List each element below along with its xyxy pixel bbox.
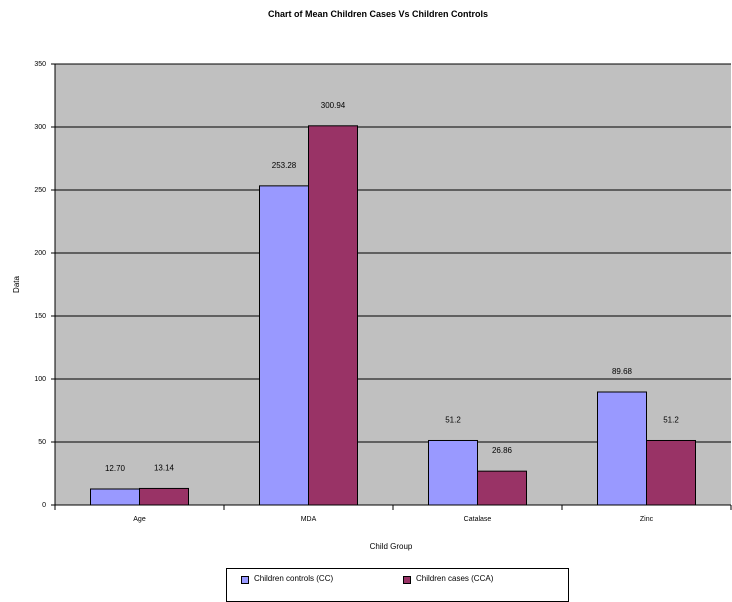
y-tick-label: 300 — [34, 124, 46, 131]
y-tick-label: 350 — [34, 61, 46, 68]
bar — [308, 125, 358, 506]
bar — [259, 185, 309, 506]
legend-item-cases: Children cases (CCA) — [403, 574, 493, 584]
x-tick-label: Catalase — [464, 516, 492, 523]
bar — [477, 470, 527, 506]
legend: Children controls (CC) Children cases (C… — [226, 568, 569, 602]
legend-item-controls: Children controls (CC) — [241, 574, 333, 584]
bar — [646, 439, 696, 506]
bar — [90, 488, 140, 506]
x-axis-label: Child Group — [370, 542, 413, 551]
legend-label-controls: Children controls (CC) — [254, 574, 334, 583]
data-label: 26.86 — [492, 446, 513, 455]
data-label: 51.2 — [663, 415, 679, 424]
data-label: 300.94 — [321, 101, 346, 110]
data-label: 253.28 — [272, 161, 297, 170]
x-tick-label: Zinc — [640, 516, 654, 523]
legend-swatch-controls — [241, 576, 249, 584]
legend-swatch-cases — [403, 576, 411, 584]
y-tick-label: 50 — [38, 439, 46, 446]
x-tick-label: Age — [133, 516, 146, 523]
data-label: 51.2 — [445, 415, 461, 424]
x-tick-label: MDA — [301, 516, 317, 523]
y-axis-label: Data — [12, 276, 21, 293]
y-tick-label: 150 — [34, 313, 46, 320]
bar — [597, 391, 647, 506]
legend-label-cases: Children cases (CCA) — [416, 574, 494, 583]
data-label: 13.14 — [154, 463, 175, 472]
data-label: 12.70 — [105, 464, 126, 473]
data-label: 89.68 — [612, 367, 633, 376]
y-tick-label: 0 — [42, 502, 46, 509]
bar — [139, 487, 189, 506]
y-tick-label: 200 — [34, 250, 46, 257]
chart-title: Chart of Mean Children Cases Vs Children… — [268, 9, 488, 19]
y-tick-label: 250 — [34, 187, 46, 194]
bar — [428, 439, 478, 506]
y-tick-label: 100 — [34, 376, 46, 383]
